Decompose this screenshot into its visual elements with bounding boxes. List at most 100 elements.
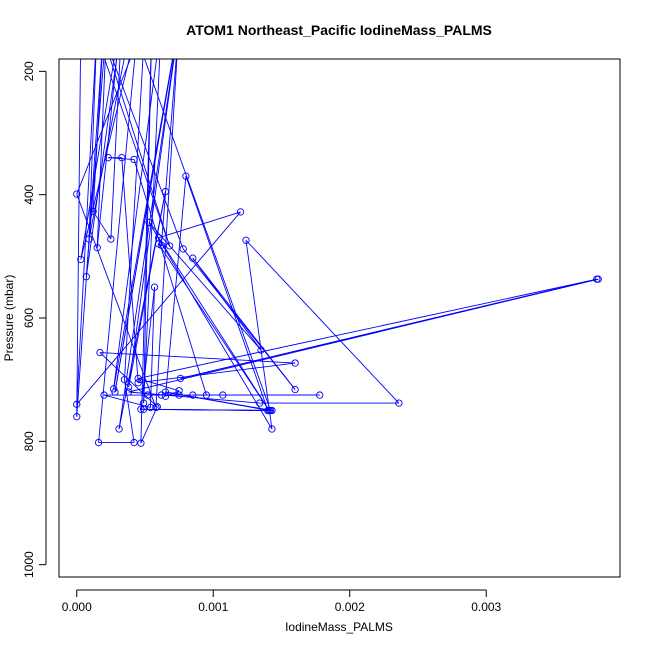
series-segment — [140, 59, 152, 444]
data-point — [179, 245, 187, 253]
data-point — [175, 391, 183, 399]
data-point — [137, 439, 145, 447]
data-point — [291, 359, 299, 367]
data-point — [73, 190, 81, 198]
series-segment — [92, 211, 112, 240]
series-segment — [80, 59, 130, 260]
data-layer — [73, 59, 602, 447]
series-segment — [88, 59, 97, 240]
series-segment — [104, 59, 170, 246]
data-point — [139, 405, 148, 413]
x-axis: 0.000 0.001 0.002 0.003 — [62, 589, 502, 614]
data-point — [118, 154, 126, 162]
x-tick-label: 0.003 — [471, 600, 501, 614]
data-point — [130, 438, 138, 447]
data-point — [89, 207, 97, 215]
series-segment — [99, 352, 158, 408]
y-tick-label: 1000 — [22, 551, 36, 578]
data-point — [161, 392, 170, 400]
series-segment — [76, 59, 81, 417]
data-point — [85, 235, 93, 243]
x-axis-label: IodineMass_PALMS — [285, 620, 393, 634]
data-point — [82, 273, 90, 281]
data-point — [242, 236, 250, 244]
data-point — [77, 255, 85, 264]
data-point — [189, 254, 197, 262]
y-tick-label: 400 — [22, 184, 36, 204]
data-point — [124, 383, 133, 391]
data-point — [182, 172, 190, 180]
data-point — [109, 385, 118, 393]
series-segment — [88, 59, 125, 240]
series-segment — [103, 394, 151, 408]
series-segment — [158, 237, 270, 411]
series-segment — [245, 240, 273, 430]
series-segment — [113, 59, 173, 389]
y-axis-label: Pressure (mbar) — [2, 275, 16, 362]
data-point — [130, 155, 138, 164]
data-point — [73, 413, 81, 421]
data-point — [236, 208, 245, 216]
series-segment — [182, 248, 296, 390]
data-point — [145, 218, 153, 227]
series-segment — [143, 408, 272, 411]
data-point — [189, 391, 197, 399]
series-segment — [138, 278, 597, 379]
series-segment — [111, 59, 184, 250]
data-point — [104, 154, 112, 162]
data-point — [176, 374, 185, 383]
series-segment — [158, 211, 241, 239]
data-point — [219, 391, 227, 399]
data-point — [137, 405, 145, 413]
series-segment — [133, 159, 207, 396]
data-point — [255, 399, 264, 407]
series-segment — [148, 222, 273, 430]
data-point — [316, 391, 324, 399]
data-point — [120, 376, 129, 384]
data-point — [107, 235, 115, 243]
data-point — [134, 379, 142, 387]
series-segment — [150, 287, 155, 408]
y-axis: 200 400 600 800 1000 — [22, 61, 47, 578]
data-point — [161, 388, 170, 396]
series-segment — [245, 239, 400, 404]
data-point — [175, 387, 183, 395]
data-point — [73, 400, 81, 408]
data-point — [124, 388, 133, 396]
data-point — [161, 187, 170, 196]
series-segment — [92, 59, 103, 212]
data-point — [268, 425, 276, 433]
data-point — [202, 391, 211, 399]
series-segment — [76, 59, 96, 405]
chart-title: ATOM1 Northeast_Pacific IodineMass_PALMS — [186, 22, 492, 38]
data-point — [100, 391, 108, 399]
series-segment — [108, 157, 135, 160]
series-segment — [121, 157, 139, 383]
data-point — [144, 391, 152, 399]
series-segment — [158, 243, 270, 411]
series-segment — [80, 59, 115, 260]
plot-frame — [58, 58, 621, 578]
data-point — [115, 425, 123, 433]
x-tick-label: 0.000 — [62, 600, 92, 614]
data-point — [94, 438, 103, 447]
x-tick-label: 0.002 — [335, 600, 365, 614]
y-tick-label: 600 — [22, 308, 36, 328]
y-tick-label: 200 — [22, 61, 36, 81]
series-segment — [96, 59, 118, 248]
data-point — [395, 399, 403, 407]
series-segment — [98, 59, 136, 443]
data-point — [257, 346, 265, 354]
data-point — [93, 244, 101, 252]
series-segment — [143, 59, 161, 404]
series-segment — [128, 59, 175, 388]
series-segment — [138, 362, 296, 384]
series-segment — [148, 222, 262, 351]
series-segment — [140, 406, 158, 444]
data-point — [153, 403, 161, 411]
series-segment — [155, 59, 178, 408]
data-point — [134, 374, 142, 383]
data-point — [594, 275, 602, 283]
series-segment — [76, 59, 131, 195]
